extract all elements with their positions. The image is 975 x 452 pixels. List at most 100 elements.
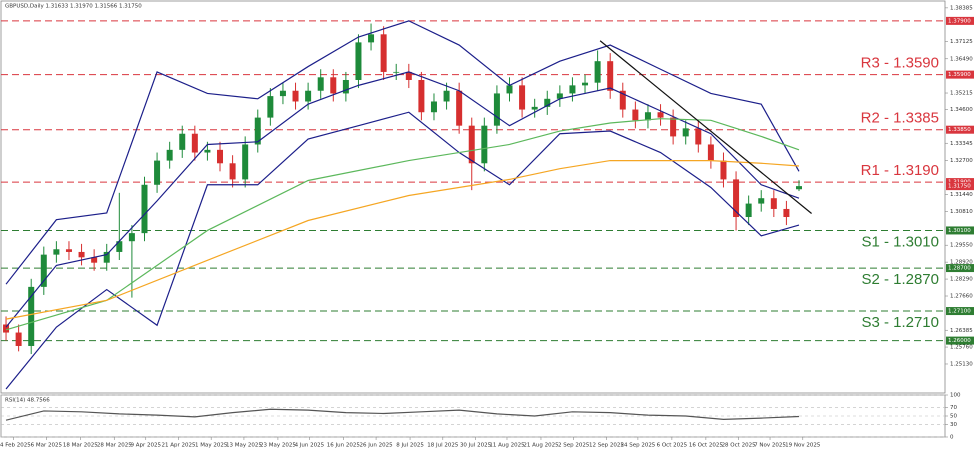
level-tag: 1.30100 <box>948 228 971 234</box>
y-tick-label: 1.31440 <box>950 192 973 198</box>
candle-body <box>405 71 412 80</box>
candle-body <box>569 85 576 94</box>
y-tick-label: 1.33345 <box>950 141 973 147</box>
candle-body <box>430 101 437 113</box>
candle-body <box>682 128 689 137</box>
candle-body <box>783 208 790 218</box>
candle-body <box>506 85 513 94</box>
candle-body <box>594 61 601 83</box>
level-tag-box <box>946 125 974 134</box>
candle-body <box>53 249 60 255</box>
level-label: S3 - 1.2710 <box>861 314 939 331</box>
candle-body <box>556 93 563 99</box>
candle-body <box>305 90 312 102</box>
candle-body <box>317 77 324 91</box>
y-tick-label: 50 <box>950 414 957 420</box>
x-tick-label: 16 Oct 2025 <box>689 443 724 449</box>
x-tick-label: 12 Sep 2025 <box>589 443 624 449</box>
panel-title: RSI(14) 48.7566 <box>5 398 50 404</box>
candle-body <box>582 82 589 86</box>
candle-body <box>770 198 777 209</box>
candle-body <box>632 109 639 121</box>
candle-body <box>3 324 10 333</box>
level-label: R2 - 1.3385 <box>861 110 939 127</box>
x-tick-label: 28 Oct 2025 <box>722 443 757 449</box>
candle-body <box>644 112 651 121</box>
candle-body <box>380 34 387 72</box>
x-tick-label: 7 Nov 2025 <box>754 443 786 449</box>
series-line <box>5 408 800 421</box>
candle-body <box>330 77 337 94</box>
y-tick-label: 1.26385 <box>950 328 973 334</box>
x-tick-label: 30 Jul 2025 <box>460 443 492 449</box>
candle-body <box>619 90 626 110</box>
candle-body <box>443 90 450 102</box>
candle-body <box>15 332 22 346</box>
series-line <box>5 71 800 328</box>
candle-body <box>292 90 299 102</box>
candle-body <box>28 286 35 346</box>
candle-body <box>166 149 173 161</box>
y-tick-label: 1.25130 <box>950 361 973 367</box>
level-tag: 1.35900 <box>948 72 971 78</box>
y-tick-label: 1.28290 <box>950 277 973 283</box>
x-tick-label: 19 Nov 2025 <box>785 443 821 449</box>
y-tick-label: 0 <box>950 435 954 441</box>
y-tick-label: 100 <box>950 393 961 399</box>
series-line <box>5 159 800 320</box>
x-tick-label: 21 Apr 2025 <box>161 443 196 449</box>
y-tick-label: 1.32700 <box>950 158 973 164</box>
x-tick-label: 18 Mar 2025 <box>63 443 98 449</box>
series-line <box>5 20 800 285</box>
x-tick-label: 18 Jul 2025 <box>427 443 459 449</box>
candle-body <box>657 112 664 118</box>
level-tag: 1.28700 <box>948 266 971 272</box>
candle-body <box>758 198 765 204</box>
panel-title: GBPUSD,Daily 1.31633 1.31970 1.31566 1.3… <box>5 4 142 10</box>
x-tick-label: 2 Sep 2025 <box>558 443 590 449</box>
candle-body <box>670 117 677 137</box>
candle-body <box>191 133 198 153</box>
candle-body <box>355 42 362 80</box>
y-tick-label: 1.25760 <box>950 345 973 351</box>
series-line <box>5 118 800 331</box>
level-tag: 1.27100 <box>948 309 971 315</box>
y-tick-label: 1.36490 <box>950 56 973 62</box>
x-tick-label: 6 Oct 2025 <box>657 443 688 449</box>
candle-body <box>707 144 714 161</box>
y-tick-label: 1.37125 <box>950 39 973 45</box>
candle-body <box>720 160 727 180</box>
candle-body <box>695 128 702 145</box>
candle-body <box>607 61 614 91</box>
candle-body <box>481 125 488 164</box>
level-tag: 1.33850 <box>948 127 971 133</box>
candle-body <box>116 241 123 252</box>
y-tick-label: 1.38385 <box>950 5 973 11</box>
level-tag-box <box>946 336 974 345</box>
candle-body <box>267 96 274 118</box>
candle-body <box>468 125 475 164</box>
candle-body <box>242 144 249 180</box>
x-tick-label: 26 Jun 2025 <box>360 443 394 449</box>
candle-body <box>65 249 72 252</box>
x-tick-label: 6 Mar 2025 <box>31 443 63 449</box>
current-price-box <box>946 182 974 191</box>
candle-body <box>103 251 110 263</box>
y-tick-label: 1.29550 <box>950 243 973 249</box>
x-tick-label: 4 Jun 2025 <box>295 443 325 449</box>
candle-body <box>254 117 261 145</box>
candle-body <box>733 179 740 218</box>
level-tag-box <box>946 264 974 273</box>
x-tick-label: 13 May 2025 <box>226 443 262 449</box>
series-line <box>599 40 812 214</box>
level-label: S2 - 1.2870 <box>861 271 939 288</box>
x-tick-label: 21 Aug 2025 <box>523 443 559 449</box>
x-tick-label: 8 Jul 2025 <box>396 443 424 449</box>
level-tag-box <box>946 70 974 79</box>
candle-body <box>795 186 802 190</box>
level-tag: 1.26000 <box>948 338 971 344</box>
candle-body <box>128 233 135 242</box>
y-tick-label: 30 <box>950 422 957 428</box>
candle-body <box>531 106 538 110</box>
